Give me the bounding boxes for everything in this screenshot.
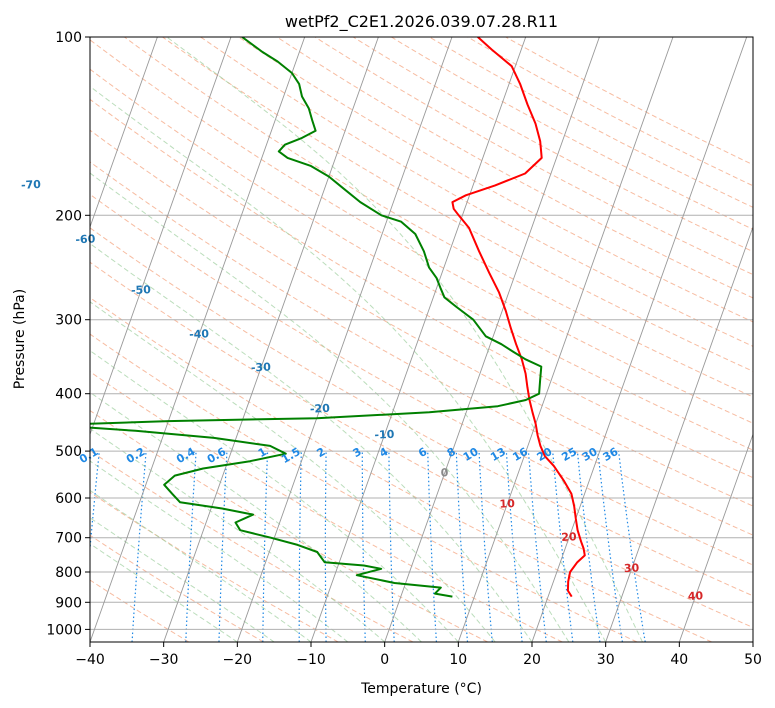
moist-adiabat-line [90, 543, 238, 642]
y-tick-label: 100 [55, 30, 82, 46]
y-tick-label: 900 [55, 595, 82, 611]
mixing-ratio-line [552, 451, 574, 642]
isotherm-label: -40 [189, 327, 210, 341]
y-tick-label: 700 [55, 531, 82, 547]
isotherm-line [678, 432, 753, 642]
x-tick-label: −40 [75, 652, 105, 668]
y-tick-label: 300 [55, 313, 82, 329]
mixing-ratio-line [478, 451, 493, 642]
isotherm-label: -50 [131, 283, 152, 297]
isotherm-label: 30 [624, 561, 640, 575]
mixing-ratio-line [597, 451, 623, 642]
x-tick-label: 40 [670, 652, 688, 668]
dry-adiabat-line [90, 261, 753, 629]
isotherm-line [90, 37, 306, 642]
isotherm-label: 10 [499, 497, 515, 511]
mixing-ratio-line [576, 451, 601, 642]
moist-adiabat-line [90, 172, 570, 642]
isotherm-label: -30 [251, 361, 272, 375]
dry-adiabat-line [90, 227, 753, 597]
moist-adiabat-line [90, 517, 275, 642]
sounding-series [90, 37, 586, 598]
x-tick-label: 10 [449, 652, 467, 668]
isotherm-label: 0 [440, 466, 449, 479]
mixing-ratio-lines [90, 451, 646, 642]
moist-adiabat-line [90, 428, 386, 642]
isotherm-line [605, 225, 753, 642]
x-tick-label: −30 [149, 652, 179, 668]
dewpoint-profile-line [90, 37, 543, 598]
pressure-gridlines [90, 37, 753, 630]
dry-adiabat-line [238, 37, 753, 323]
y-axis-label: Pressure (hPa) [12, 289, 28, 389]
mixing-ratio-line [505, 451, 523, 642]
x-tick-label: −20 [223, 652, 253, 668]
y-axis-ticks: 100 200 300 400 500 600 700 800 900 1000 [46, 30, 90, 638]
dry-adiabat-line [352, 37, 753, 253]
moist-adiabat-line [90, 460, 349, 642]
dry-adiabat-line [391, 37, 753, 230]
moist-adiabat-line [90, 85, 607, 642]
isotherm-label: -10 [374, 428, 395, 442]
dry-adiabat-line [467, 37, 753, 187]
dry-adiabat-line [90, 161, 753, 536]
y-tick-label: 400 [55, 387, 82, 403]
moist-adiabat-line [90, 301, 496, 642]
isotherm-label: -20 [310, 402, 331, 416]
plot-frame [89, 36, 754, 643]
isotherm-line [163, 37, 379, 642]
y-tick-label: 500 [55, 444, 82, 460]
isotherms [90, 37, 753, 642]
dry-adiabat-line [90, 297, 712, 642]
mixing-ratio-line [90, 451, 100, 555]
isotherm-line [457, 37, 674, 642]
dry-adiabat-line [90, 371, 563, 642]
dry-adiabats [90, 37, 753, 642]
moist-adiabat-line [166, 37, 643, 642]
dry-adiabat-line [90, 98, 753, 479]
dry-adiabat-line [90, 534, 264, 642]
isotherm-label: 40 [688, 589, 704, 603]
moist-adiabat-line [90, 242, 533, 642]
y-tick-label: 800 [55, 565, 82, 581]
mixing-ratio-line [527, 451, 547, 642]
isotherm-label: -60 [75, 232, 96, 246]
x-axis-ticks: −40 −30 −20 −10 0 10 20 30 40 50 [75, 642, 762, 668]
moist-adiabat-line [90, 391, 422, 642]
isotherm-line [90, 37, 158, 229]
moist-adiabat-line [90, 350, 459, 642]
plot-area [90, 37, 753, 642]
dry-adiabat-line [200, 37, 753, 347]
isotherm-line [236, 37, 453, 642]
chart-title: wetPf2_C2E1.2026.039.07.28.R11 [285, 12, 558, 32]
dry-adiabat-line [90, 68, 753, 451]
y-tick-label: 600 [55, 491, 82, 507]
x-tick-label: 50 [744, 652, 762, 668]
dry-adiabat-line [124, 37, 753, 398]
dry-adiabat-line [90, 333, 638, 642]
y-tick-label: 200 [55, 208, 82, 224]
x-tick-label: 30 [597, 652, 615, 668]
x-tick-label: 20 [523, 652, 541, 668]
x-tick-label: −10 [296, 652, 326, 668]
dry-adiabat-line [314, 37, 753, 276]
temperature-profile-line [451, 37, 586, 598]
dry-adiabat-line [90, 39, 753, 424]
x-axis-label: Temperature (°C) [360, 681, 482, 697]
isotherm-label: -70 [21, 178, 42, 192]
y-tick-label: 1000 [46, 622, 82, 638]
isotherm-label: 20 [561, 530, 577, 544]
dry-adiabat-line [505, 37, 753, 166]
mixing-ratio-line [618, 451, 646, 642]
isotherm-line [310, 37, 527, 642]
isotherm-line [531, 37, 748, 642]
isotherm-line [90, 37, 232, 436]
dry-adiabat-line [90, 193, 753, 566]
x-tick-label: 0 [380, 652, 389, 668]
